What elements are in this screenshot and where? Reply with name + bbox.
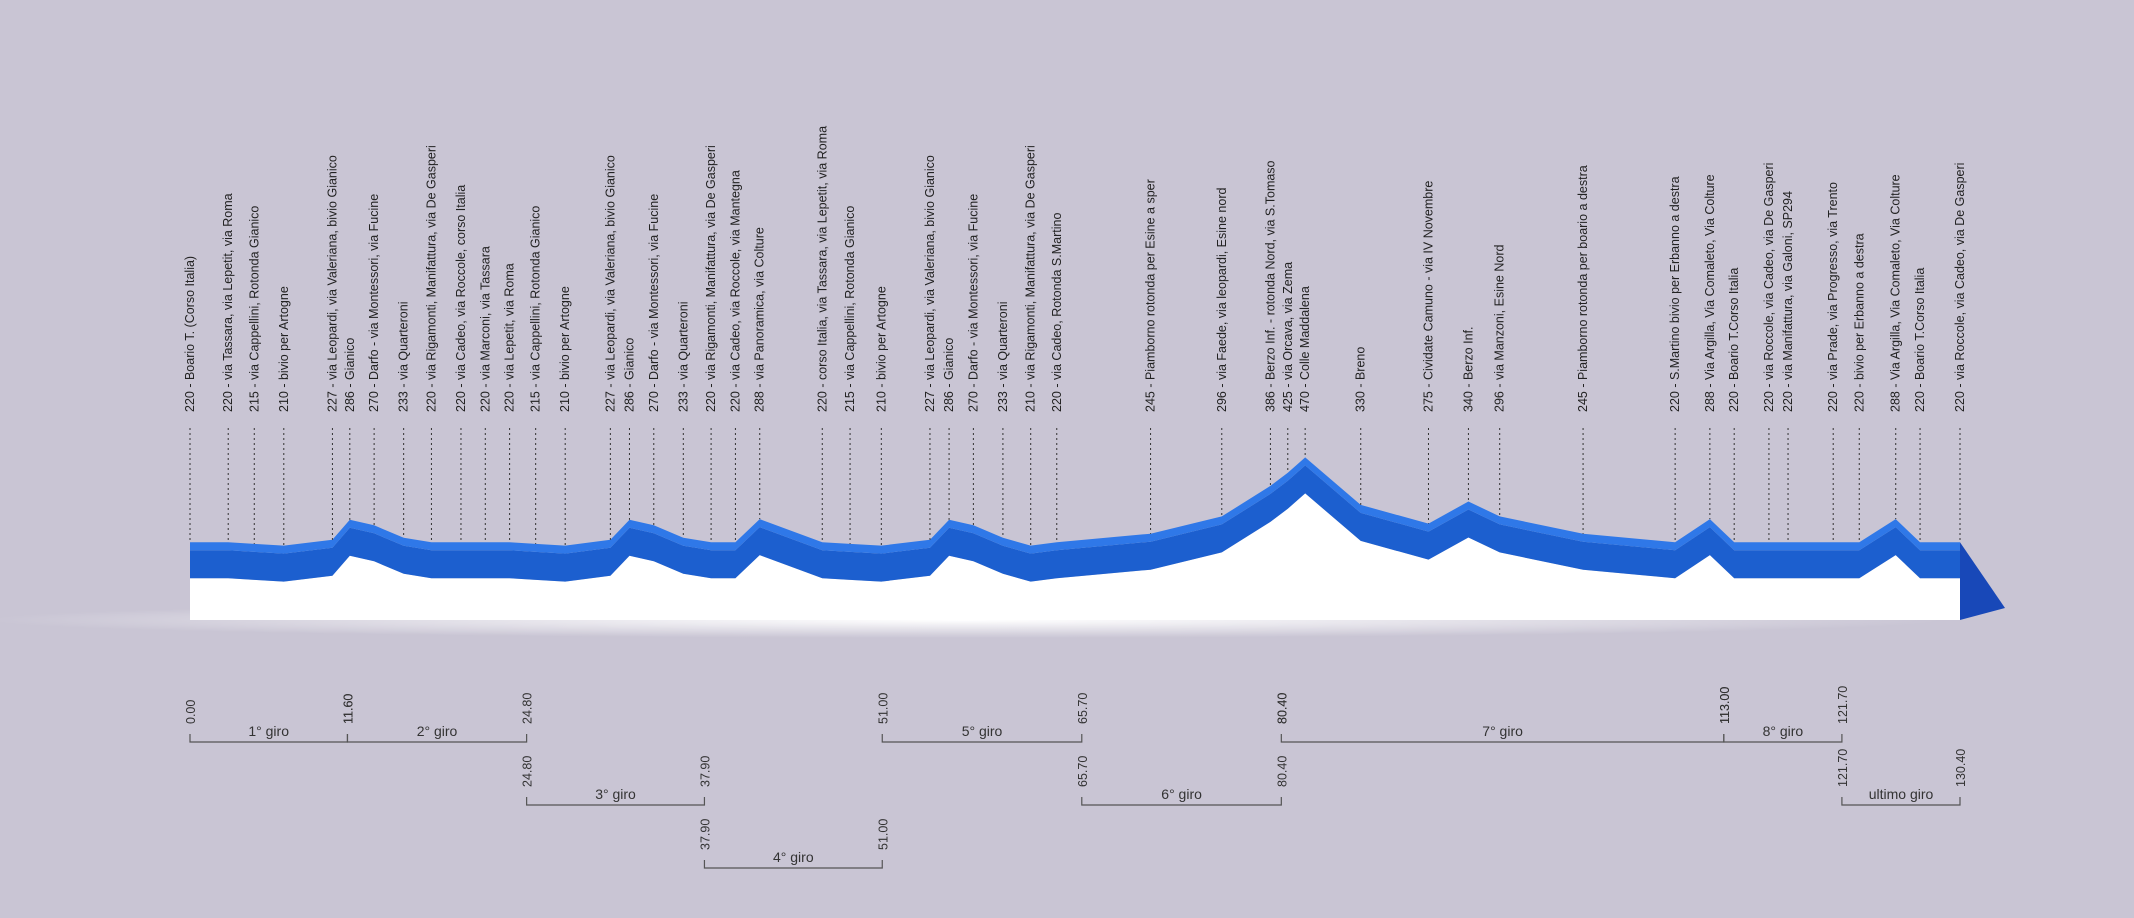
lap-end-km: 24.80: [521, 693, 535, 724]
lap-end-km: 11.60: [342, 694, 356, 724]
profile-base: [190, 493, 1960, 620]
lap-end-km: 130.40: [1954, 749, 1968, 787]
waypoint-label: 220 - Boario T.Corso Italia: [1913, 268, 1927, 412]
waypoint-label: 220 - via Cadeo, Rotonda S.Martino: [1050, 213, 1064, 412]
lap-name: 4° giro: [773, 849, 814, 865]
waypoint-label: 210 - via Rigamonti, Manifattura, via De…: [1024, 145, 1038, 412]
profile-end-cap: [1960, 542, 2005, 620]
waypoint-label: 220 - via Tassara, via Lepetit, via Roma: [221, 193, 235, 412]
waypoint-guides: [189, 428, 1961, 546]
waypoint-label: 233 - via Quarteroni: [676, 302, 690, 412]
lap-name: 3° giro: [595, 786, 636, 802]
lap-name: 7° giro: [1482, 723, 1523, 739]
waypoint-label: 227 - via Leopardi, via Valeriana, bivio…: [325, 155, 339, 412]
waypoint-label: 220 - via Prade, via Progresso, via Tren…: [1826, 182, 1840, 412]
lap-start-km: 65.70: [1076, 756, 1090, 787]
lap-start-km: 37.90: [698, 819, 712, 850]
lap-end-km: 65.70: [1076, 693, 1090, 724]
waypoint-label: 220 - via Cadeo, via Roccole, via Manteg…: [728, 170, 742, 412]
waypoint-label: 220 - via Cadeo, via Roccole, corso Ital…: [454, 185, 468, 412]
lap-end-km: 121.70: [1836, 686, 1850, 724]
waypoint-label: 220 - via Rigamonti, Manifattura, via De…: [424, 145, 438, 412]
lap-start-km: 24.80: [521, 756, 535, 787]
waypoint-label: 288 - Via Argilla, Via Comaleto, Via Col…: [1889, 174, 1903, 412]
waypoint-label: 215 - via Cappellini, Rotonda Gianico: [843, 206, 857, 412]
waypoint-label: 227 - via Leopardi, via Valeriana, bivio…: [603, 155, 617, 412]
waypoint-label: 233 - via Quarteroni: [397, 302, 411, 412]
waypoint-label: 220 - via Rigamonti, Manifattura, via De…: [704, 145, 718, 412]
lap-bracket: [1723, 734, 1843, 743]
lap-end-km: 37.90: [698, 756, 712, 787]
lap-extra-km: 80.40: [1275, 693, 1289, 724]
waypoint-label: 330 - Breno: [1354, 347, 1368, 412]
lap-name: ultimo giro: [1869, 786, 1934, 802]
lap-start-km: 0.00: [184, 700, 198, 724]
waypoint-label: 270 - Darfo - via Montessori, via Fucine: [367, 194, 381, 412]
waypoint-label: 210 - bivio per Artogne: [277, 286, 291, 412]
waypoint-label: 286 - Gianico: [942, 338, 956, 412]
waypoint-label: 270 - Darfo - via Montessori, via Fucine: [647, 194, 661, 412]
lap-end-km: 51.00: [876, 819, 890, 850]
waypoint-labels: 220 - Boario T. (Corso Italia) 220 - via …: [183, 126, 1967, 412]
lap-end-km: 113.00: [1718, 687, 1732, 724]
lap-start-km: 80.40: [1275, 693, 1289, 724]
waypoint-label: 288 - via Panoramica, via Colture: [753, 227, 767, 412]
lap-start-km: 11.60: [342, 694, 356, 724]
lap-name: 6° giro: [1161, 786, 1202, 802]
waypoint-label: 386 - Berzo Inf. - rotonda Nord, via S.T…: [1263, 160, 1277, 412]
waypoint-label: 270 - Darfo - via Montessori, via Fucine: [966, 194, 980, 412]
waypoint-label: 215 - via Cappellini, Rotonda Gianico: [529, 206, 543, 412]
profile-ribbon-top: [190, 457, 1960, 554]
waypoint-label: 288 - Via Argilla, Via Comaleto, Via Col…: [1703, 174, 1717, 412]
waypoint-label: 220 - Boario T.Corso Italia: [1727, 268, 1741, 412]
lap-name: 5° giro: [962, 723, 1003, 739]
lap-name: 1° giro: [248, 723, 289, 739]
lap-start-km: 51.00: [876, 693, 890, 724]
waypoint-label: 220 - via Marconi, via Tassara: [478, 246, 492, 412]
profile-ribbon-side: [190, 465, 1960, 582]
waypoint-label: 470 - Colle Maddalena: [1298, 286, 1312, 412]
waypoint-label: 215 - via Cappellini, Rotonda Gianico: [247, 206, 261, 412]
lap-bracket: [346, 734, 528, 743]
waypoint-label: 210 - bivio per Artogne: [874, 286, 888, 412]
waypoint-label: 286 - Gianico: [623, 338, 637, 412]
waypoint-label: 227 - via Leopardi, via Valeriana, bivio…: [923, 155, 937, 412]
waypoint-label: 296 - via Faede, via leopardi, Esine nor…: [1215, 188, 1229, 412]
waypoint-label: 233 - via Quarteroni: [996, 302, 1010, 412]
waypoint-label: 220 - bivio per Erbanno a destra: [1852, 233, 1866, 412]
waypoint-label: 296 - via Manzoni, Esine Nord: [1493, 245, 1507, 412]
waypoint-label: 286 - Gianico: [343, 338, 357, 412]
lap-bracket: [1081, 797, 1282, 806]
waypoint-label: 340 - Berzo Inf.: [1461, 327, 1475, 412]
waypoint-label: 210 - bivio per Artogne: [558, 286, 572, 412]
waypoint-label: 220 - via Roccole, via Cadeo, via De Gas…: [1953, 163, 1967, 412]
waypoint-label: 220 - via Manifattura, via Galoni, SP294: [1781, 191, 1795, 412]
elevation-profile: [190, 457, 2005, 620]
lap-start-km: 121.70: [1836, 749, 1850, 787]
lap-end-km: 80.40: [1275, 756, 1289, 787]
waypoint-label: 425 - via Orcava, via Zema: [1281, 262, 1295, 412]
waypoint-label: 245 - Piamborno rotonda per boario a des…: [1576, 165, 1590, 412]
lap-name: 8° giro: [1763, 723, 1804, 739]
waypoint-label: 220 - S.Martino bivio per Erbanno a dest…: [1668, 176, 1682, 412]
waypoint-label: 245 - Piamborno rotonda per Esine a sper: [1144, 179, 1158, 412]
lap-start-km: 113.00: [1718, 687, 1732, 724]
waypoint-label: 275 - Cividate Camuno - via IV Novembre: [1422, 181, 1436, 412]
waypoint-label: 220 - corso Italia, via Tassara, via Lep…: [815, 126, 829, 412]
waypoint-label: 220 - via Lepetit, via Roma: [503, 263, 517, 412]
waypoint-label: 220 - via Roccole, via Cadeo, via De Gas…: [1762, 163, 1776, 412]
waypoint-label: 220 - Boario T. (Corso Italia): [183, 256, 197, 412]
lap-name: 2° giro: [417, 723, 458, 739]
lap-bracket: [703, 860, 883, 869]
lap-bracket: [526, 797, 706, 806]
lap-bracket: [881, 734, 1083, 743]
lap-bracket: [1841, 797, 1961, 806]
